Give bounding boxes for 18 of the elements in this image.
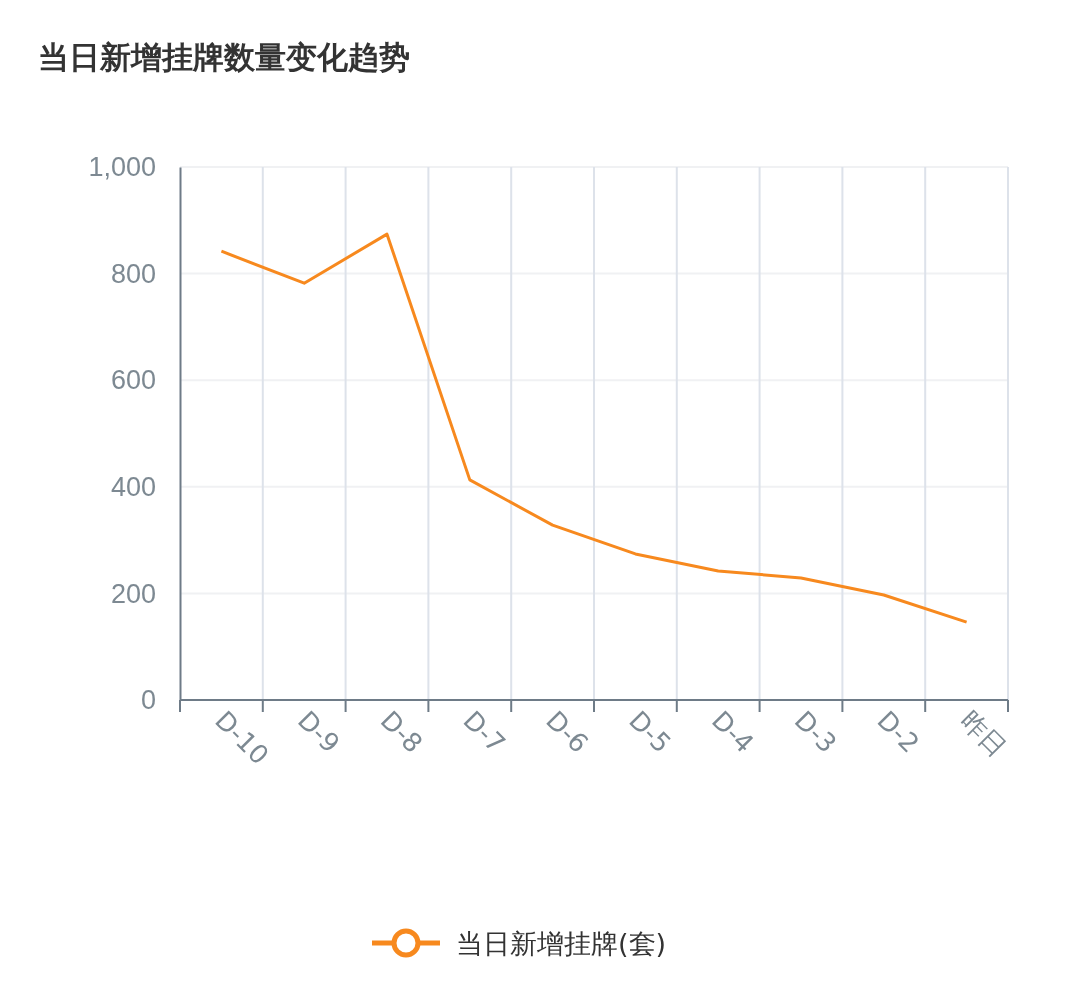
chart-title: 当日新增挂牌数量变化趋势 bbox=[38, 39, 410, 75]
x-tick-label: D-6 bbox=[540, 705, 595, 759]
legend-label: 当日新增挂牌(套) bbox=[456, 928, 667, 959]
x-tick-label: D-9 bbox=[291, 705, 346, 759]
y-tick-label: 800 bbox=[110, 258, 156, 289]
x-tick-label: 昨日 bbox=[954, 705, 1013, 764]
y-tick-label: 400 bbox=[110, 471, 156, 502]
x-tick-label: D-4 bbox=[705, 705, 760, 759]
x-tick-label: D-7 bbox=[457, 705, 512, 759]
line-series bbox=[219, 232, 969, 624]
x-tick-label: D-5 bbox=[623, 705, 677, 759]
x-tick-label: D-3 bbox=[788, 705, 843, 759]
y-tick-label: 600 bbox=[110, 365, 156, 396]
y-tick-label: 1,000 bbox=[88, 152, 156, 183]
y-tick-label: 0 bbox=[140, 685, 156, 716]
x-tick-label: D-8 bbox=[374, 705, 429, 759]
x-tick-label: D-2 bbox=[871, 705, 926, 759]
y-tick-label: 200 bbox=[110, 578, 156, 609]
